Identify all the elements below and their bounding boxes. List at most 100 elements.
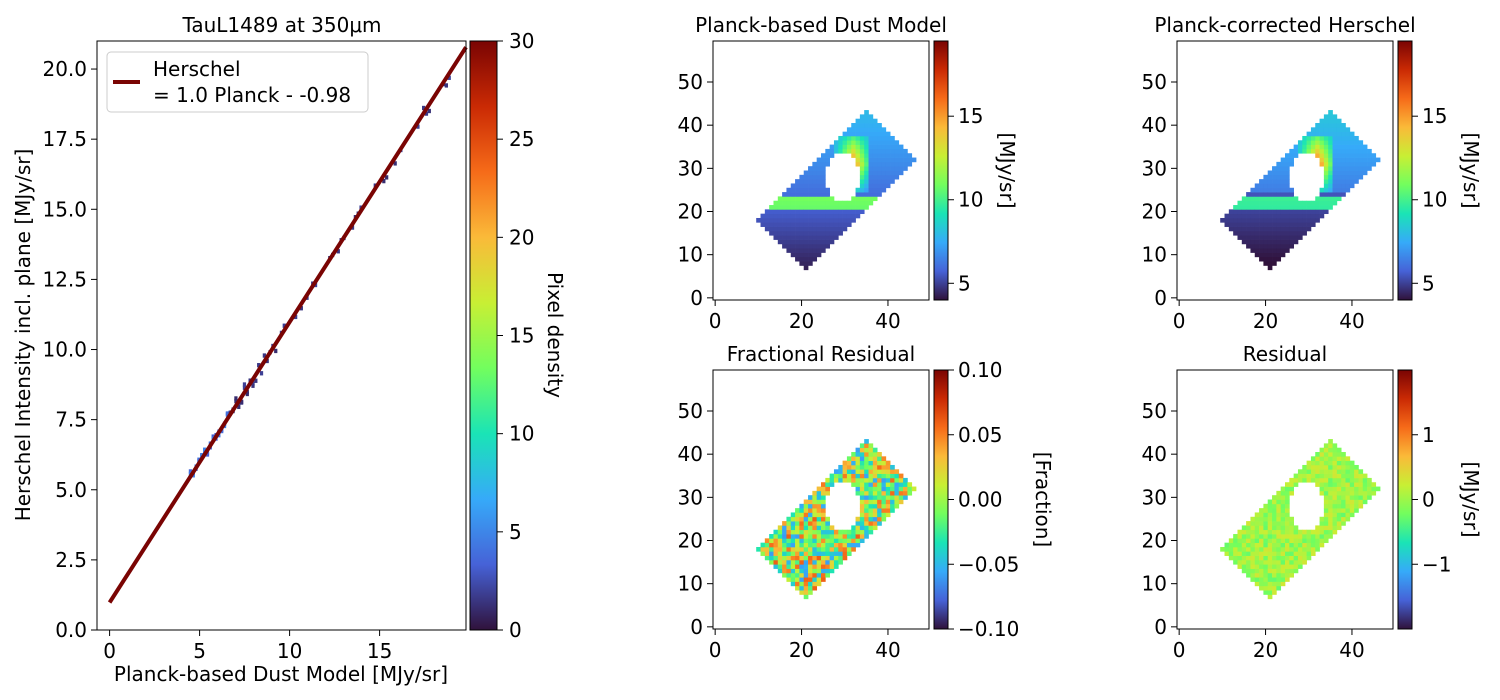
map-cell: [1332, 482, 1338, 487]
map-cell: [812, 555, 818, 561]
map-cell: [1276, 213, 1282, 219]
map-cell: [1323, 447, 1329, 453]
map-cell: [864, 140, 869, 145]
map-cell: [1345, 179, 1351, 184]
map-cell: [1323, 174, 1329, 180]
map-cell: [1341, 157, 1346, 163]
map-cell: [1297, 477, 1303, 483]
map-cell: [1341, 473, 1346, 479]
map-cell: [1246, 213, 1251, 219]
map-cell: [868, 464, 874, 470]
map-cell: [1250, 217, 1256, 223]
map-cell: [1323, 482, 1329, 487]
map-cell: [777, 551, 783, 556]
map-cell: [1328, 179, 1333, 184]
map-cell: [782, 551, 787, 556]
map-colorbar-tick-label: 0.00: [958, 488, 1003, 512]
density-cell: [242, 385, 247, 390]
legend-label-line2: = 1.0 Planck - -0.98: [153, 83, 351, 107]
map-cell: [1358, 140, 1364, 145]
map-cell: [825, 196, 830, 202]
map-cell: [1367, 477, 1372, 483]
map-cell: [1341, 174, 1346, 180]
density-colorbar-tick-label: 10: [509, 422, 534, 446]
map-cell: [868, 157, 874, 163]
map-cell: [1362, 490, 1368, 496]
map-cell: [855, 205, 861, 210]
map-cell: [795, 559, 800, 565]
map-cell: [1272, 256, 1277, 262]
map-cell: [868, 460, 874, 466]
map-cell: [851, 123, 856, 128]
map-cell: [760, 217, 766, 223]
map-cell: [1375, 157, 1381, 163]
map-cell: [821, 546, 826, 552]
map-cell: [1254, 235, 1260, 240]
map-cell: [816, 555, 822, 561]
map-cell: [1250, 568, 1256, 574]
map-cell: [790, 205, 796, 210]
map-cell: [859, 495, 865, 500]
map-cell: [1319, 521, 1325, 526]
map-cell: [1349, 170, 1355, 176]
map-cell: [1267, 521, 1273, 526]
map-cell: [782, 226, 787, 232]
map-cell: [855, 482, 861, 487]
map-cell: [1272, 529, 1277, 535]
map-cell: [799, 555, 805, 561]
map-cell: [1310, 131, 1316, 137]
map-cell: [1297, 555, 1303, 561]
map-cell: [795, 529, 800, 535]
map-cell: [1280, 534, 1286, 539]
map-cell: [1272, 568, 1277, 574]
map-cell: [872, 490, 878, 496]
map-cell: [1289, 157, 1294, 163]
map-cell: [1276, 248, 1282, 253]
map-cell: [1354, 499, 1359, 505]
map-cell: [1289, 230, 1294, 236]
map-cell: [1371, 486, 1377, 492]
map-cell: [877, 477, 882, 483]
map-cell: [1276, 209, 1282, 215]
map-cell: [1259, 183, 1264, 189]
map-cell: [1328, 477, 1333, 483]
map-cell: [1323, 508, 1329, 513]
map-cell: [790, 581, 796, 587]
map-cell: [885, 135, 891, 141]
map-cell: [821, 205, 826, 210]
map-cell: [1310, 217, 1316, 223]
map-cell: [816, 577, 822, 582]
map-cell: [1254, 525, 1260, 531]
map-cell: [777, 538, 783, 544]
map-cell: [881, 144, 887, 150]
map-cell: [1302, 529, 1307, 535]
map-cell: [803, 521, 809, 526]
map-cell: [1349, 460, 1355, 466]
map-cell: [864, 495, 869, 500]
map-cell: [1354, 495, 1359, 500]
map-cell: [812, 213, 818, 219]
map-cell: [833, 555, 839, 561]
map-cell: [855, 135, 861, 141]
map-cell: [773, 230, 779, 236]
map-cell: [812, 559, 818, 565]
map-cell: [851, 538, 856, 544]
map-cell: [808, 577, 813, 582]
map-cell: [1250, 235, 1256, 240]
map-cell: [786, 196, 792, 202]
map-cell: [1289, 226, 1294, 232]
map-cell: [1302, 473, 1307, 479]
map-cell: [1332, 123, 1338, 128]
map-cell: [833, 213, 839, 219]
map-cell: [782, 213, 787, 219]
map-cell: [1276, 503, 1282, 509]
map-cell: [1254, 226, 1260, 232]
map-cell: [795, 183, 800, 189]
density-cell: [203, 447, 207, 452]
map-cell: [1285, 490, 1290, 496]
map-cell: [881, 157, 887, 163]
map-cell: [855, 123, 861, 128]
map-cell: [1319, 482, 1325, 487]
map-cell: [898, 161, 904, 167]
map-cell: [1276, 161, 1282, 167]
